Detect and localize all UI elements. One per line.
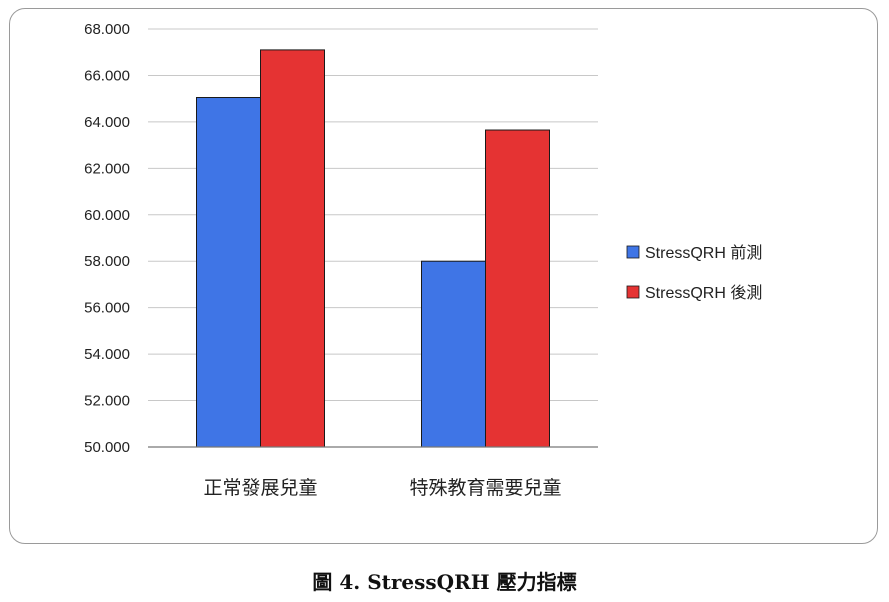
legend: StressQRH 前測 StressQRH 後測 <box>626 244 762 302</box>
legend-label: StressQRH 後測 <box>645 284 762 302</box>
category-label: 正常發展兒童 <box>203 477 317 499</box>
legend-swatch <box>626 245 640 259</box>
y-tick-label: 56.000 <box>84 300 130 317</box>
legend-swatch <box>626 285 640 299</box>
bar-chart: 50.000 52.000 54.000 56.000 58.000 60.000 62.0… <box>84 21 762 499</box>
y-tick-label: 60.000 <box>84 207 130 224</box>
y-tick-label: 66.000 <box>84 67 130 84</box>
y-tick-label: 62.000 <box>84 160 130 177</box>
y-axis-ticks: 50.000 52.000 54.000 56.000 58.000 60.000 62.0… <box>84 21 130 456</box>
y-tick-label: 64.000 <box>84 114 130 131</box>
y-tick-label: 52.000 <box>84 393 130 410</box>
bar-pre-0 <box>196 97 261 448</box>
y-tick-label: 50.000 <box>84 439 130 456</box>
bar-pre-1 <box>421 260 486 448</box>
category-labels: 正常發展兒童 特殊教育需要兒童 <box>203 477 561 499</box>
y-tick-label: 54.000 <box>84 346 130 363</box>
bar-post-1 <box>485 129 550 448</box>
legend-label: StressQRH 前測 <box>645 244 762 262</box>
y-tick-label: 58.000 <box>84 253 130 270</box>
category-label: 特殊教育需要兒童 <box>409 477 561 499</box>
y-tick-label: 68.000 <box>84 21 130 38</box>
chart-title: 圖 4. StressQRH 壓力指標 <box>312 570 577 594</box>
bars <box>196 49 550 448</box>
bar-post-0 <box>260 49 325 448</box>
